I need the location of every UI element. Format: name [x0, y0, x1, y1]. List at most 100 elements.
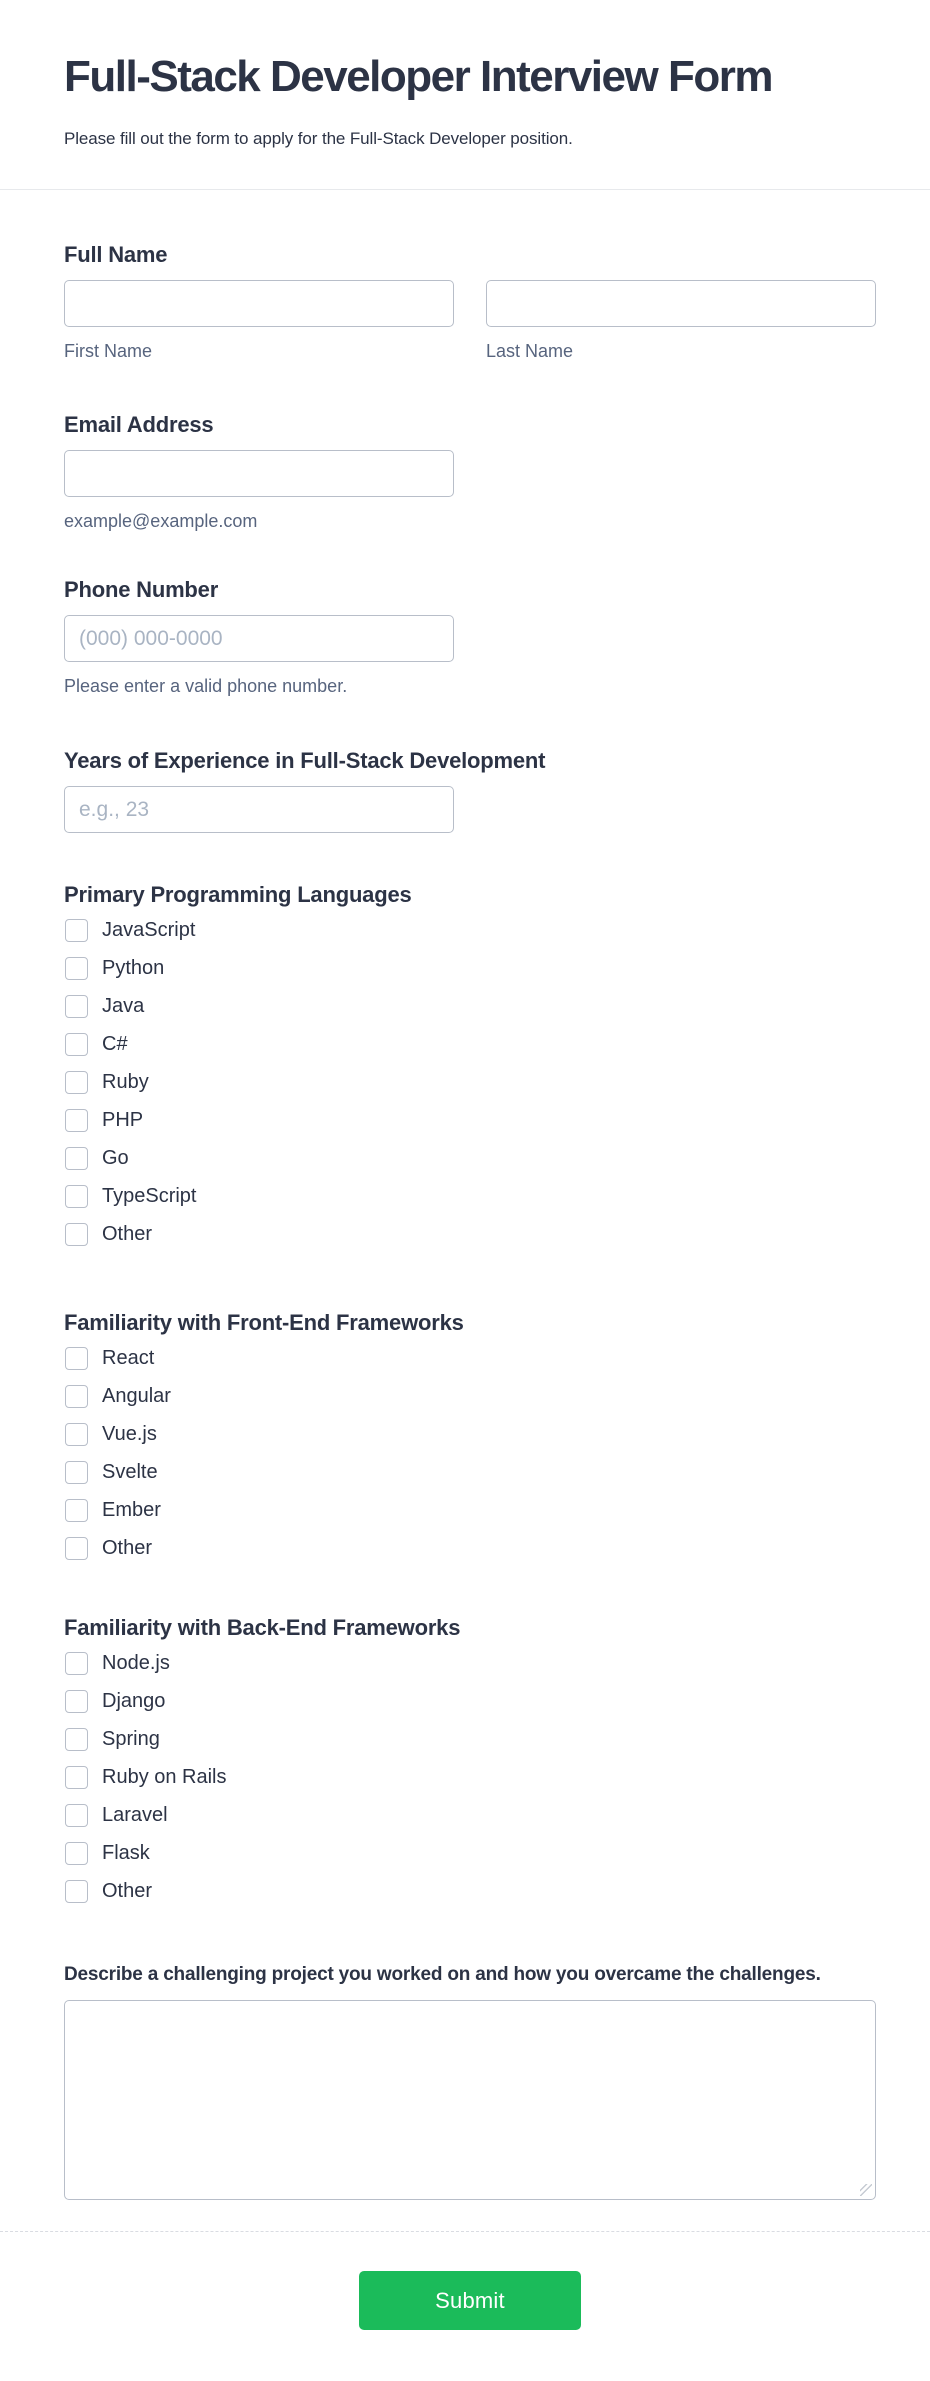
checkbox-option[interactable]: PHP — [64, 1109, 876, 1132]
languages-options: JavaScript Python Java C# Ruby PHP Go TypeScrip… — [64, 919, 876, 1246]
checkbox-option[interactable]: Ruby — [64, 1071, 876, 1094]
checkbox-label: Svelte — [102, 1461, 158, 1483]
checkbox-label: PHP — [102, 1109, 144, 1131]
checkbox-label: Ruby on Rails — [102, 1766, 227, 1788]
checkbox[interactable] — [65, 1185, 88, 1208]
name-inputs-row: First Name Last Name — [64, 280, 876, 362]
submit-button[interactable]: Submit — [359, 2271, 581, 2330]
project-description-textarea[interactable] — [64, 2000, 876, 2200]
checkbox-label: Other — [102, 1223, 153, 1245]
field-backend-frameworks: Familiarity with Back-End Frameworks Nod… — [64, 1614, 876, 1903]
form-subtitle: Please fill out the form to apply for th… — [64, 129, 573, 148]
field-languages: Primary Programming Languages JavaScript… — [64, 881, 876, 1246]
frontend-frameworks-label: Familiarity with Front-End Frameworks — [64, 1310, 464, 1335]
checkbox[interactable] — [65, 1423, 88, 1446]
first-name-input[interactable] — [64, 280, 454, 327]
full-name-label: Full Name — [64, 242, 168, 267]
checkbox-label: JavaScript — [102, 919, 196, 941]
backend-frameworks-label: Familiarity with Back-End Frameworks — [64, 1615, 461, 1640]
checkbox-label: Python — [102, 957, 165, 979]
form-body: Full Name First Name Last Name Email Add… — [0, 241, 930, 2200]
checkbox-option[interactable]: Java — [64, 995, 876, 1018]
languages-label: Primary Programming Languages — [64, 882, 412, 907]
checkbox-option[interactable]: JavaScript — [64, 919, 876, 942]
first-name-sublabel: First Name — [64, 341, 153, 361]
last-name-group: Last Name — [486, 280, 876, 362]
checkbox[interactable] — [65, 995, 88, 1018]
checkbox-option[interactable]: Ember — [64, 1499, 876, 1522]
checkbox-option[interactable]: Vue.js — [64, 1423, 876, 1446]
phone-label: Phone Number — [64, 577, 219, 602]
checkbox[interactable] — [65, 1461, 88, 1484]
checkbox-option[interactable]: Laravel — [64, 1804, 876, 1827]
checkbox[interactable] — [65, 1109, 88, 1132]
checkbox-option[interactable]: Node.js — [64, 1652, 876, 1675]
field-project-description: Describe a challenging project you worke… — [64, 1961, 876, 2200]
checkbox[interactable] — [65, 1766, 88, 1789]
experience-input[interactable] — [64, 786, 454, 833]
checkbox-option[interactable]: Other — [64, 1880, 876, 1903]
project-description-wrap — [64, 2000, 876, 2200]
checkbox-label: C# — [102, 1033, 128, 1055]
last-name-input[interactable] — [486, 280, 876, 327]
checkbox[interactable] — [65, 957, 88, 980]
checkbox[interactable] — [65, 1347, 88, 1370]
checkbox-option[interactable]: Angular — [64, 1385, 876, 1408]
checkbox-option[interactable]: Python — [64, 957, 876, 980]
submit-divider — [0, 2231, 930, 2232]
checkbox-option[interactable]: React — [64, 1347, 876, 1370]
checkbox[interactable] — [65, 1223, 88, 1246]
checkbox-option[interactable]: Go — [64, 1147, 876, 1170]
checkbox-label: Laravel — [102, 1804, 168, 1826]
frontend-frameworks-options: React Angular Vue.js Svelte Ember Other — [64, 1347, 876, 1560]
email-hint: example@example.com — [64, 511, 258, 531]
experience-label: Years of Experience in Full-Stack Develo… — [64, 748, 546, 773]
checkbox-option[interactable]: Flask — [64, 1842, 876, 1865]
checkbox[interactable] — [65, 1071, 88, 1094]
checkbox-label: Vue.js — [102, 1423, 157, 1445]
checkbox-label: Java — [102, 995, 145, 1017]
checkbox[interactable] — [65, 1652, 88, 1675]
checkbox-label: Spring — [102, 1728, 160, 1750]
checkbox-label: React — [102, 1347, 155, 1369]
checkbox[interactable] — [65, 919, 88, 942]
checkbox[interactable] — [65, 1033, 88, 1056]
checkbox[interactable] — [65, 1147, 88, 1170]
backend-frameworks-options: Node.js Django Spring Ruby on Rails Laravel F… — [64, 1652, 876, 1903]
project-description-label: Describe a challenging project you worke… — [64, 1964, 821, 1985]
email-input[interactable] — [64, 450, 454, 497]
checkbox[interactable] — [65, 1385, 88, 1408]
checkbox-option[interactable]: Django — [64, 1690, 876, 1713]
submit-section: Submit — [0, 2232, 930, 2379]
checkbox[interactable] — [65, 1842, 88, 1865]
checkbox[interactable] — [65, 1537, 88, 1560]
first-name-group: First Name — [64, 280, 454, 362]
checkbox-label: Flask — [102, 1842, 150, 1864]
last-name-sublabel: Last Name — [486, 341, 574, 361]
checkbox[interactable] — [65, 1499, 88, 1522]
field-experience: Years of Experience in Full-Stack Develo… — [64, 747, 876, 833]
phone-hint: Please enter a valid phone number. — [64, 676, 348, 696]
checkbox[interactable] — [65, 1804, 88, 1827]
checkbox-label: Other — [102, 1537, 153, 1559]
checkbox-option[interactable]: TypeScript — [64, 1185, 876, 1208]
checkbox-option[interactable]: Ruby on Rails — [64, 1766, 876, 1789]
field-email: Email Address example@example.com — [64, 411, 876, 532]
form-title: Full-Stack Developer Interview Form — [64, 52, 773, 101]
checkbox-option[interactable]: Spring — [64, 1728, 876, 1751]
checkbox-option[interactable]: Other — [64, 1537, 876, 1560]
checkbox-label: TypeScript — [102, 1185, 197, 1207]
checkbox-label: Other — [102, 1880, 153, 1902]
phone-input[interactable] — [64, 615, 454, 662]
checkbox[interactable] — [65, 1728, 88, 1751]
checkbox-option[interactable]: Svelte — [64, 1461, 876, 1484]
field-full-name: Full Name First Name Last Name — [64, 241, 876, 362]
checkbox-option[interactable]: C# — [64, 1033, 876, 1056]
checkbox[interactable] — [65, 1880, 88, 1903]
field-phone: Phone Number Please enter a valid phone … — [64, 576, 876, 697]
checkbox-label: Django — [102, 1690, 166, 1712]
checkbox-option[interactable]: Other — [64, 1223, 876, 1246]
form-header: Full-Stack Developer Interview Form Plea… — [0, 0, 930, 190]
checkbox[interactable] — [65, 1690, 88, 1713]
